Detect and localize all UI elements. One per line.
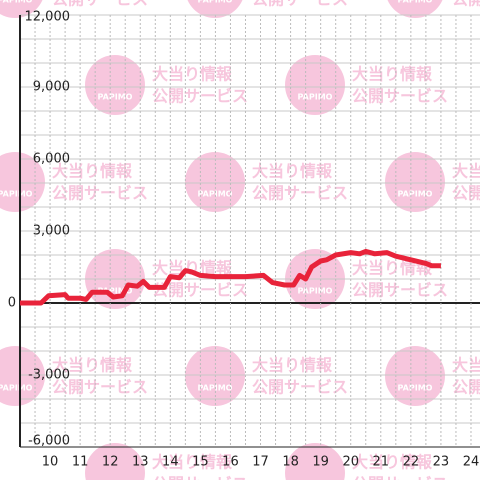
watermark-logo [0, 346, 45, 406]
watermark-text: 大当り情報 [52, 162, 133, 181]
x-tick-label: 17 [252, 455, 269, 470]
watermark-text: 大当り情報 [352, 259, 433, 278]
watermark-text: 大当り情報 [452, 162, 480, 181]
watermark-logo-text: PAPIMO [0, 190, 33, 199]
watermark-text: 公開サービス [52, 184, 148, 203]
y-tick-label: 6,000 [33, 152, 70, 167]
watermark-logo [285, 55, 345, 115]
watermark-logo-text: PAPIMO [398, 384, 433, 393]
watermark-text: 公開サービス [52, 0, 148, 9]
watermark-logo [387, 0, 443, 18]
watermark-text: 公開サービス [152, 475, 248, 480]
plot: -6,000 -3,000 0 3,000 6,000 9,000 12,000 10 11 12… [8, 10, 480, 470]
watermark-logo-text: PAPIMO [198, 190, 233, 199]
watermark-text: 大当り情報 [252, 356, 333, 375]
y-tick-label: 3,000 [33, 224, 70, 239]
watermark-logo [385, 152, 445, 212]
watermark-logo-text: PAPIMO [0, 384, 33, 393]
x-tick-label: 15 [192, 455, 209, 470]
watermark-text: 公開サービス [252, 378, 348, 397]
watermark-text: 大当り情報 [152, 65, 233, 84]
watermark-logo-text: PAPIMO [98, 287, 133, 296]
watermark-logo [85, 55, 145, 115]
watermark-text: 公開サービス [352, 87, 448, 106]
watermark-logo-text: PAPIMO [298, 287, 333, 296]
watermark-logo [187, 0, 243, 18]
watermark-text: 公開サービス [452, 378, 480, 397]
watermark-text: 公開サービス [152, 281, 248, 300]
watermark-logo [385, 346, 445, 406]
grid [20, 14, 480, 448]
watermark-logo-text: PAPIMO [398, 0, 433, 5]
data-line [20, 248, 441, 306]
y-tick-label: 9,000 [33, 80, 70, 95]
watermark-text: 公開サービス [452, 184, 480, 203]
x-tick-label: 18 [282, 455, 299, 470]
watermark-logo-text: PAPIMO [298, 93, 333, 102]
x-tick-label: 22 [403, 455, 420, 470]
watermark-text: 公開サービス [252, 0, 348, 9]
watermark-logo [285, 443, 345, 480]
watermark-text: 公開サービス [352, 475, 448, 480]
y-tick-label: 12,000 [25, 10, 71, 25]
watermark-text: 公開サービス [252, 184, 348, 203]
watermark-logo [0, 152, 45, 212]
x-tick-label: 12 [102, 455, 119, 470]
watermark-text: 大当り情報 [152, 259, 233, 278]
watermark-logo-text: PAPIMO [98, 93, 133, 102]
watermark-logo-text: PAPIMO [398, 190, 433, 199]
y-tick-label: 0 [8, 296, 16, 311]
x-tick-label: 19 [312, 455, 329, 470]
y-tick-label: -6,000 [28, 434, 70, 449]
x-tick-label: 13 [132, 455, 149, 470]
watermark-text: 公開サービス [452, 0, 480, 9]
watermark-text: 大当り情報 [452, 356, 480, 375]
watermark-text: 大当り情報 [352, 453, 433, 472]
x-tick-label: 14 [162, 455, 179, 470]
watermark-text: 大当り情報 [52, 356, 133, 375]
x-tick-label: 10 [42, 455, 59, 470]
watermark-text: 公開サービス [352, 281, 448, 300]
watermark-logo [0, 0, 43, 18]
x-tick-label: 23 [433, 455, 450, 470]
watermark-text: 大当り情報 [252, 162, 333, 181]
watermark-text: 公開サービス [52, 378, 148, 397]
watermark-logo-text: PAPIMO [0, 0, 33, 5]
watermark-text: 大当り情報 [352, 65, 433, 84]
x-tick-label: 20 [342, 455, 359, 470]
x-tick-label: 11 [72, 455, 89, 470]
watermark-text: 大当り情報 [152, 453, 233, 472]
x-tick-label: 24 [463, 455, 480, 470]
y-tick-label: -3,000 [28, 368, 70, 383]
watermark-logo [85, 443, 145, 480]
x-tick-label: 16 [222, 455, 239, 470]
x-tick-label: 21 [373, 455, 390, 470]
watermark-logo-text: PAPIMO [198, 0, 233, 5]
